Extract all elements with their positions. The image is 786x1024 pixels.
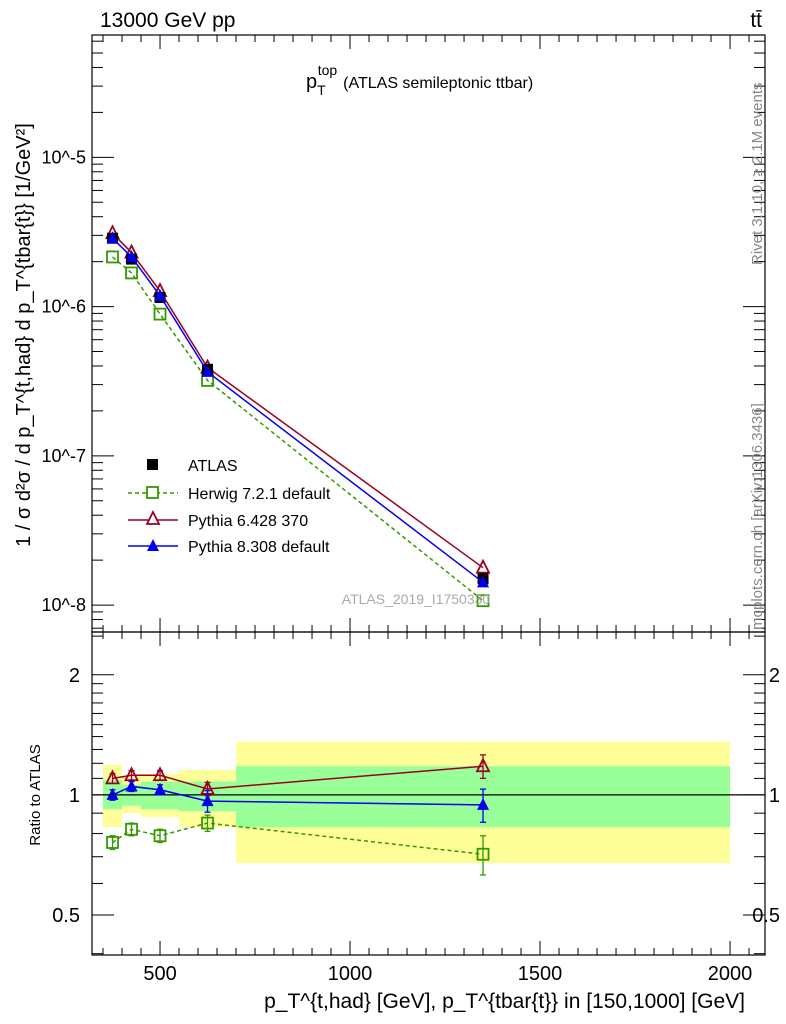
point-pythia8: [477, 575, 490, 588]
line-pythia8: [111, 237, 484, 583]
point-pythia8: [106, 231, 119, 244]
point-pythia8: [125, 249, 138, 262]
ratio-point-pythia8: [125, 779, 138, 792]
y-tick-label: 10^-7: [42, 446, 86, 466]
axes: 500 1000 1500 2000 0.5 0.5 1 1 2 2: [52, 35, 780, 985]
ratio-point-pythia6: [105, 769, 120, 785]
y-tick-label: 10^-5: [42, 147, 86, 167]
ratio-y-label: Ratio to ATLAS: [27, 744, 44, 845]
point-pythia8: [154, 288, 167, 301]
ratio-point-pythia6: [152, 766, 168, 782]
main-y-tick-labels: 10^-5 10^-6 10^-7 10^-8: [42, 147, 86, 615]
ratio-point-herwig: [125, 822, 138, 836]
ratio-point-pythia8: [106, 787, 119, 800]
ratio-y-tick-label-left: 0.5: [52, 905, 80, 927]
point-herwig: [476, 594, 490, 608]
header-left: 13000 GeV pp: [100, 9, 235, 32]
legend-marker-pythia8: [147, 539, 159, 551]
analysis-id: ATLAS_2019_I1750330: [342, 591, 491, 607]
ratio-bands: [92, 741, 765, 864]
legend-label-herwig: Herwig 7.2.1 default: [188, 486, 331, 503]
x-tick-label: 1000: [328, 963, 373, 985]
y-tick-label: 10^-6: [42, 297, 86, 317]
point-pythia6: [475, 558, 491, 574]
ratio-point-pythia8: [201, 794, 214, 807]
ratio-point-herwig: [476, 847, 490, 861]
curves: [105, 224, 491, 876]
legend-label-atlas: ATLAS: [188, 458, 238, 475]
legend-marker-herwig: [146, 486, 159, 499]
x-tick-label: 1500: [518, 963, 563, 985]
ratio-y-tick-label-right: 1: [769, 785, 780, 807]
x-tick-label: 2000: [708, 963, 753, 985]
mcplots-label: mcplots.cern.ch [arXiv:1306.3436]: [749, 403, 766, 630]
legend-marker-atlas: [147, 459, 158, 470]
y-axis-label: 1 / σ d²σ / d p_T^{t,had} d p_T^{tbar{t}…: [13, 123, 35, 547]
ratio-point-herwig: [106, 836, 119, 849]
y-tick-label: 10^-8: [42, 595, 86, 615]
legend-label-pythia6: Pythia 6.428 370: [188, 513, 308, 530]
ratio-point-pythia8: [154, 782, 167, 795]
rivet-label: Rivet 3.1.10, ≥ 2.1M events: [749, 83, 766, 266]
ratio-y-tick-label-right: 2: [769, 665, 780, 687]
point-herwig: [125, 266, 138, 280]
ratio-y-tick-label-left: 1: [69, 785, 80, 807]
x-axis-label: p_T^{t,had} [GeV], p_T^{tbar{t}} in [150…: [264, 990, 745, 1013]
ratio-y-tick-label-left: 2: [69, 665, 80, 687]
point-pythia8: [201, 364, 214, 377]
header-right: tt̄: [750, 9, 762, 32]
ratio-y-tick-label-right: 0.5: [752, 905, 780, 927]
ratio-point-herwig: [201, 816, 214, 830]
point-herwig: [106, 250, 119, 264]
ratio-point-pythia8: [477, 797, 490, 810]
ratio-point-herwig: [153, 829, 167, 843]
legend-label-pythia8: Pythia 8.308 default: [188, 539, 330, 556]
legend-marker-pythia6: [145, 509, 161, 525]
point-herwig: [153, 307, 167, 321]
legend: ATLAS Herwig 7.2.1 default Pythia 6.428 …: [128, 458, 331, 556]
plot-title: pTtop(ATLAS semileptonic ttbar): [306, 62, 533, 98]
x-tick-label: 500: [143, 963, 176, 985]
ratio-frame: [91, 631, 766, 956]
ratio-point-pythia6: [475, 757, 491, 773]
